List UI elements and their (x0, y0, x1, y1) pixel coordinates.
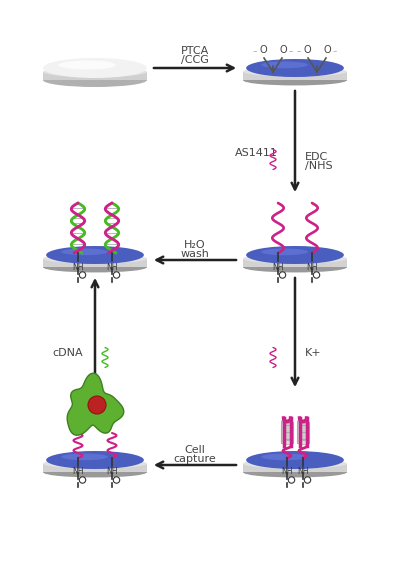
Text: H₂O: H₂O (184, 240, 206, 250)
Ellipse shape (298, 420, 309, 424)
Polygon shape (67, 373, 124, 435)
Ellipse shape (261, 249, 308, 255)
Text: O: O (279, 45, 287, 55)
Bar (282, 421, 293, 442)
Ellipse shape (243, 262, 347, 272)
Text: NH: NH (272, 262, 284, 271)
Text: ⁻: ⁻ (288, 48, 292, 57)
Ellipse shape (43, 459, 147, 469)
Text: NH: NH (72, 262, 84, 271)
Ellipse shape (43, 67, 147, 77)
Ellipse shape (43, 467, 147, 477)
Text: EDC: EDC (305, 151, 328, 161)
Ellipse shape (43, 262, 147, 272)
Text: capture: capture (174, 454, 217, 464)
Ellipse shape (59, 61, 116, 69)
Ellipse shape (43, 254, 147, 264)
Ellipse shape (298, 441, 309, 445)
Text: cDNA: cDNA (53, 347, 83, 357)
Circle shape (288, 477, 295, 483)
Text: NH: NH (106, 262, 118, 271)
Text: O: O (303, 45, 311, 55)
Text: NH: NH (106, 467, 118, 477)
Ellipse shape (246, 59, 344, 77)
Circle shape (304, 477, 311, 483)
Circle shape (79, 272, 86, 278)
Ellipse shape (246, 451, 344, 469)
Ellipse shape (261, 62, 308, 68)
Ellipse shape (43, 73, 147, 87)
Ellipse shape (243, 467, 347, 477)
Polygon shape (43, 258, 147, 267)
Text: NH: NH (297, 467, 309, 477)
Ellipse shape (61, 249, 108, 255)
Ellipse shape (46, 451, 144, 469)
Bar (298, 421, 309, 442)
Text: PTCA: PTCA (181, 46, 209, 56)
Ellipse shape (61, 453, 108, 460)
Text: ⁻: ⁻ (297, 48, 301, 57)
Ellipse shape (43, 58, 147, 78)
Text: /CCG: /CCG (181, 55, 209, 65)
Ellipse shape (282, 441, 293, 445)
Circle shape (113, 477, 120, 483)
Text: NH: NH (72, 467, 84, 477)
Circle shape (313, 272, 320, 278)
Polygon shape (243, 258, 347, 267)
Text: /NHS: /NHS (305, 161, 332, 172)
Text: NH: NH (281, 467, 293, 477)
Text: AS1411: AS1411 (235, 148, 278, 158)
Polygon shape (243, 464, 347, 471)
Circle shape (279, 272, 286, 278)
Ellipse shape (243, 254, 347, 264)
Text: K+: K+ (305, 347, 322, 357)
Ellipse shape (246, 246, 344, 264)
Text: Cell: Cell (184, 445, 205, 455)
Text: O: O (259, 45, 267, 55)
Ellipse shape (243, 75, 347, 86)
Ellipse shape (243, 459, 347, 469)
Text: ⁻: ⁻ (332, 48, 336, 57)
Polygon shape (243, 72, 347, 80)
Text: NH: NH (306, 262, 318, 271)
Ellipse shape (261, 453, 308, 460)
Ellipse shape (282, 420, 293, 424)
Text: wash: wash (180, 249, 209, 259)
Circle shape (88, 396, 106, 414)
Text: ⁻: ⁻ (253, 48, 257, 57)
Polygon shape (43, 464, 147, 471)
Ellipse shape (46, 246, 144, 264)
Circle shape (113, 272, 120, 278)
Circle shape (79, 477, 86, 483)
Polygon shape (43, 72, 147, 80)
Ellipse shape (243, 67, 347, 76)
Text: O: O (323, 45, 331, 55)
